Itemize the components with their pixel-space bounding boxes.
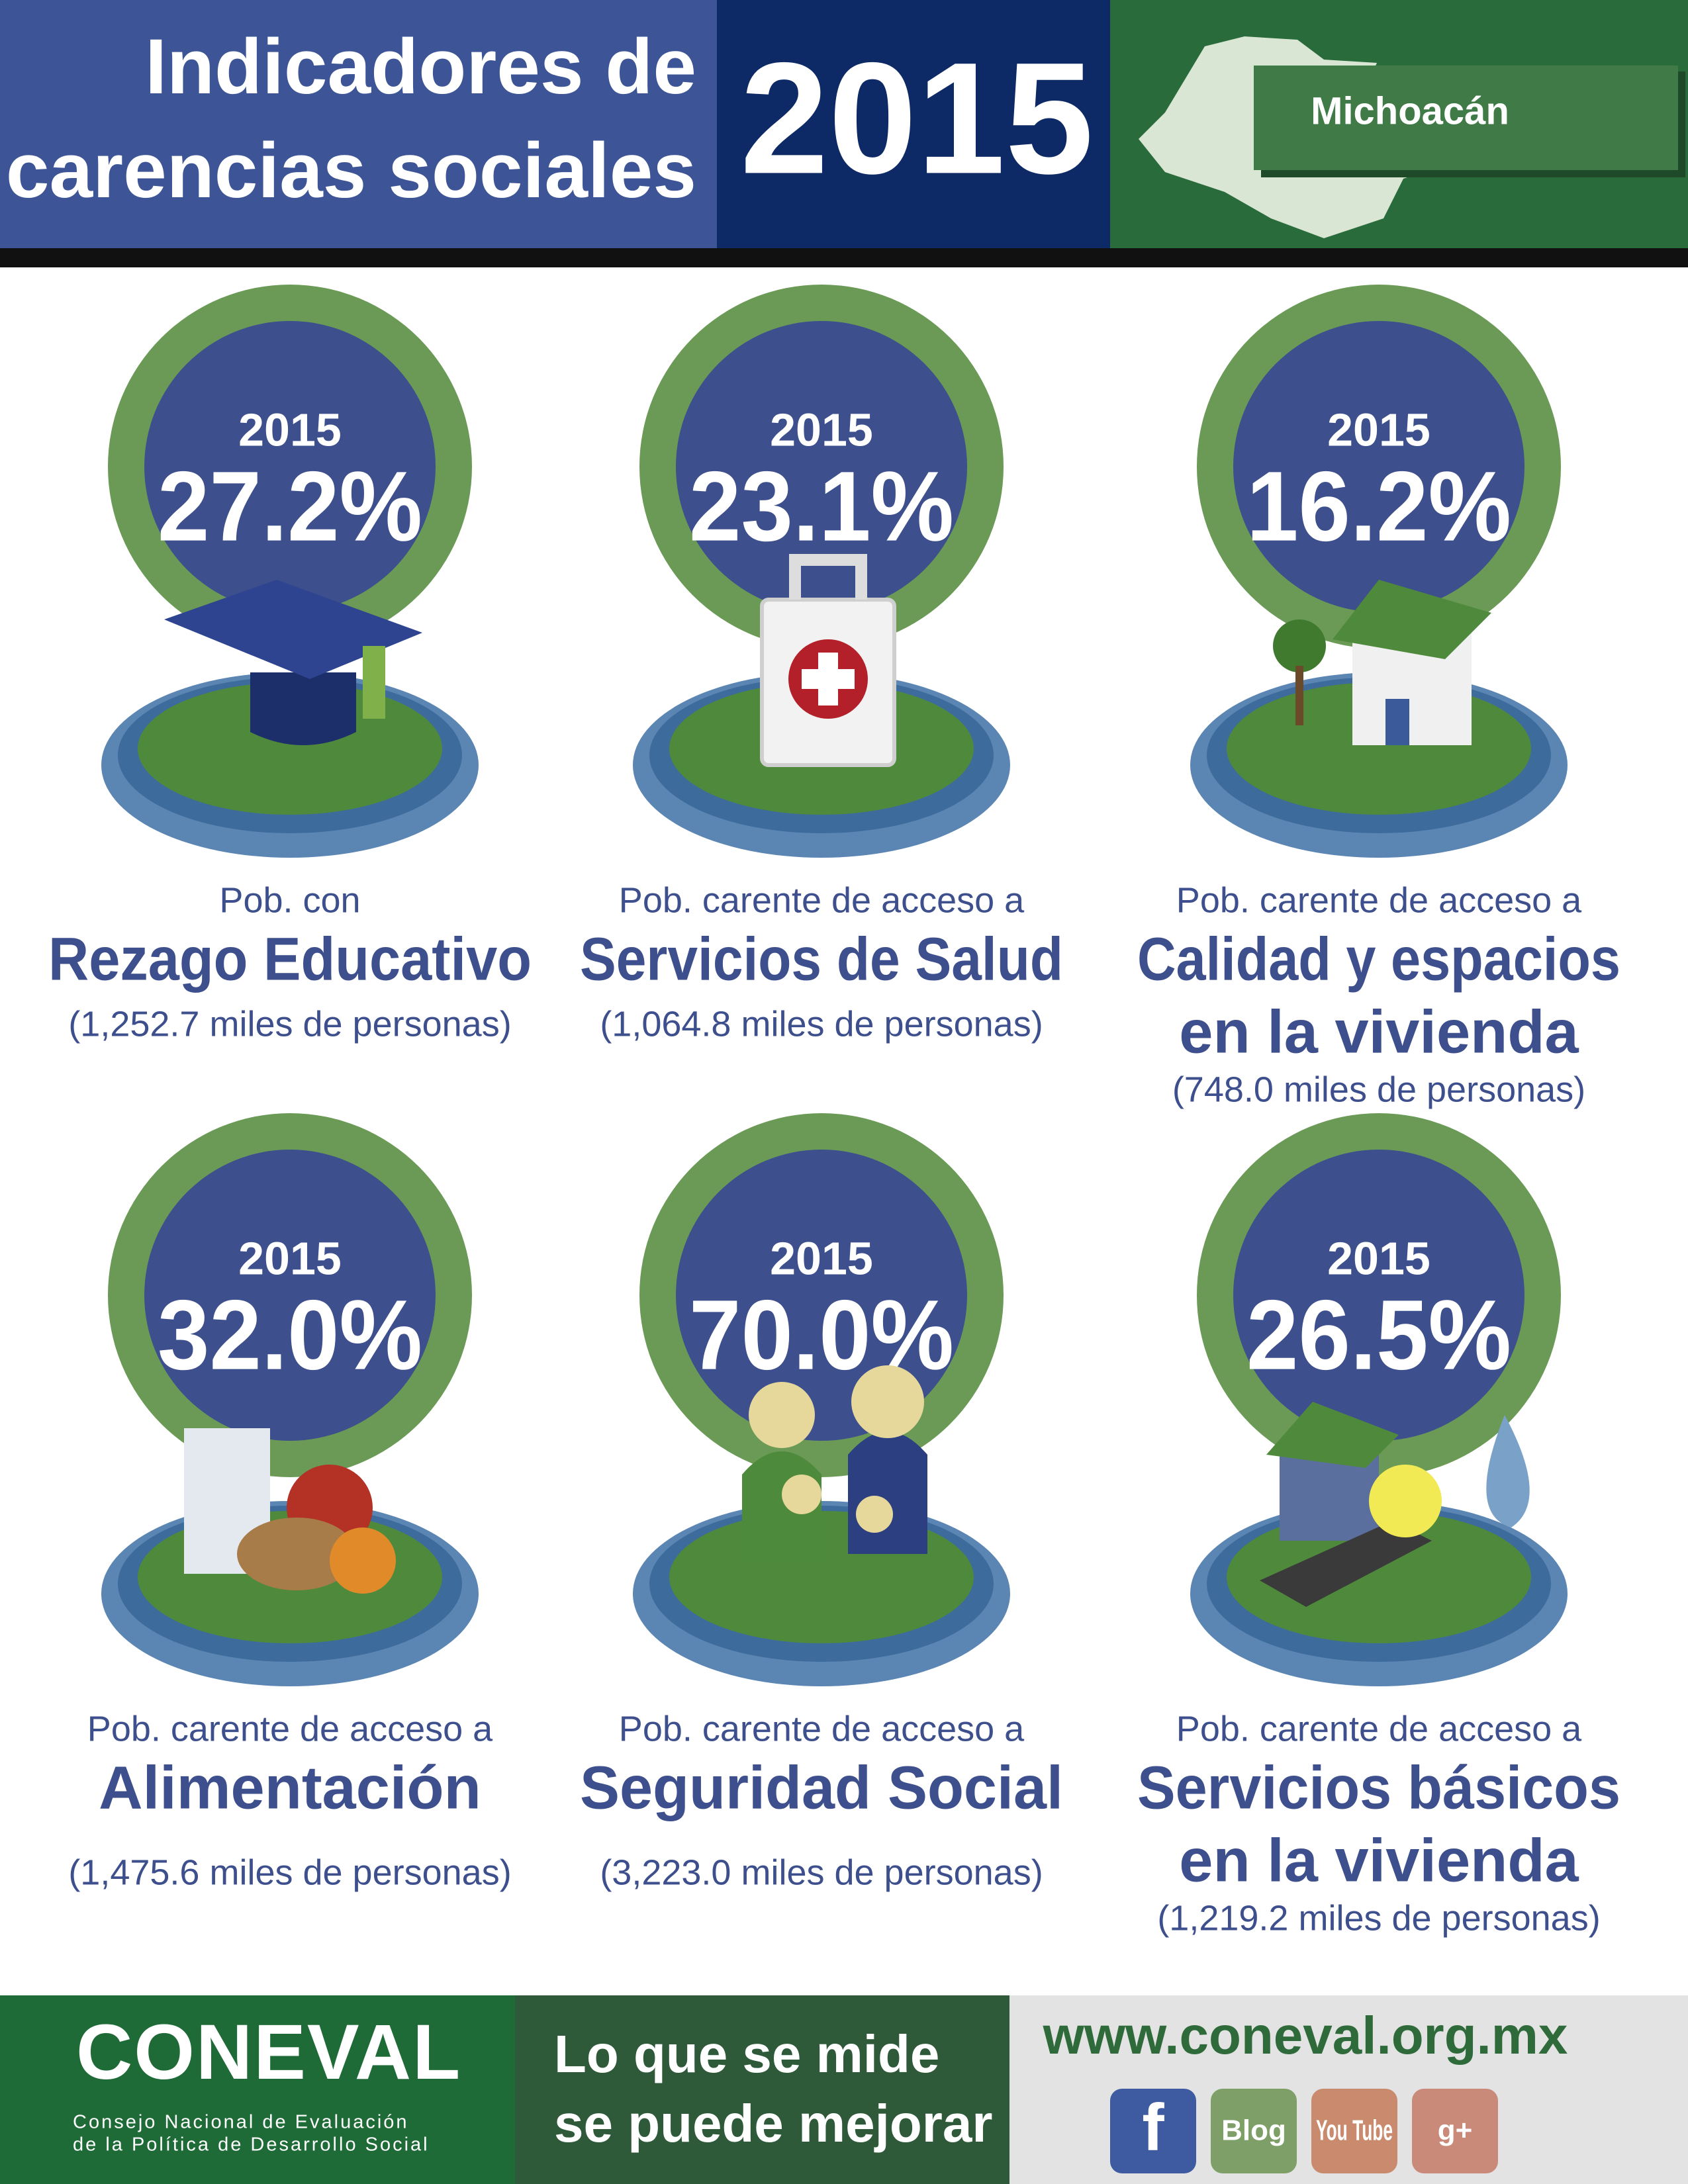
social-icon-label[interactable]: f	[1142, 2090, 1164, 2164]
icon-tree	[1273, 619, 1326, 672]
indicator-name: Alimentación	[99, 1754, 481, 1821]
indicator-prefix: Pob. carente de acceso a	[1176, 1709, 1582, 1749]
footer-logo-sub: de la Política de Desarrollo Social	[73, 2134, 430, 2156]
header-title-line: Indicadores de	[145, 23, 696, 111]
icon-roof	[1266, 1402, 1399, 1468]
disc	[144, 1150, 436, 1441]
footer-url[interactable]: www.coneval.org.mx	[1043, 2006, 1568, 2065]
social-icon-label[interactable]: g+	[1438, 2115, 1473, 2147]
icon-orange	[330, 1527, 396, 1594]
indicator-persons: (1,252.7 miles de personas)	[68, 1004, 511, 1044]
social-icon[interactable]	[1211, 2089, 1297, 2173]
indicator-percent: 70.0%	[689, 1279, 954, 1390]
indicator-year: 2015	[238, 1232, 342, 1284]
social-icon-label[interactable]: Blog	[1221, 2115, 1286, 2147]
icon-drop	[1486, 1415, 1530, 1527]
indicator-year: 2015	[770, 1232, 873, 1284]
icon-head	[782, 1475, 821, 1514]
footer-logo-sub: Consejo Nacional de Evaluación	[73, 2112, 409, 2133]
indicator-persons: (748.0 miles de personas)	[1172, 1069, 1585, 1109]
indicator-year: 2015	[1327, 404, 1430, 455]
indicator-name: Calidad y espacios	[1137, 925, 1620, 993]
social-icon[interactable]	[1311, 2089, 1397, 2173]
disc	[144, 321, 436, 612]
icon-tassel	[363, 646, 385, 719]
header-left-panel	[0, 0, 717, 248]
indicator-year: 2015	[1327, 1232, 1430, 1284]
icon-cap	[164, 580, 422, 679]
header-divider	[0, 248, 1688, 267]
icon-bulb	[1369, 1465, 1442, 1537]
icon-cap	[250, 672, 356, 745]
disc	[1233, 1150, 1524, 1441]
indicator-prefix: Pob. carente de acceso a	[619, 880, 1025, 920]
header-year: 2015	[740, 29, 1094, 206]
disc	[1233, 321, 1524, 612]
icon-bread	[237, 1518, 356, 1590]
footer-slogan: se puede mejorar	[554, 2094, 993, 2153]
footer-slogan: Lo que se mide	[554, 2025, 939, 2083]
footer-logo: CONEVAL	[76, 2009, 461, 2096]
indicator-percent: 16.2%	[1246, 451, 1511, 562]
indicator-prefix: Pob. con	[219, 880, 360, 920]
social-icon[interactable]	[1412, 2089, 1498, 2173]
indicator-percent: 32.0%	[158, 1279, 422, 1390]
header-year-panel	[717, 0, 1110, 248]
indicator-name: en la vivienda	[1179, 1827, 1579, 1894]
icon-trunk	[1295, 666, 1303, 725]
social-icons: f Blog You Tube g+	[1110, 2089, 1498, 2173]
footer-slogan-panel	[515, 1995, 1009, 2184]
icon-head	[851, 1365, 924, 1438]
indicator-year: 2015	[770, 404, 873, 455]
icon-door	[1385, 699, 1409, 745]
indicator-prefix: Pob. carente de acceso a	[1176, 880, 1582, 920]
state-label-box	[1254, 66, 1678, 170]
indicator-percent: 26.5%	[1246, 1279, 1511, 1390]
indicator-name: Servicios básicos	[1137, 1754, 1620, 1821]
footer-logo-panel	[0, 1995, 515, 2184]
icon-road	[1260, 1521, 1432, 1607]
indicator-prefix: Pob. carente de acceso a	[619, 1709, 1025, 1749]
indicator-name: Servicios de Salud	[580, 925, 1063, 993]
indicator-persons: (3,223.0 miles de personas)	[600, 1852, 1043, 1892]
disc	[676, 321, 967, 612]
indicator-prefix: Pob. carente de acceso a	[87, 1709, 493, 1749]
icon-cross	[802, 653, 855, 705]
header-title-line: carencias sociales	[6, 127, 696, 214]
icon-person	[848, 1432, 927, 1554]
icon-head	[856, 1496, 893, 1533]
social-icon[interactable]	[1110, 2089, 1196, 2173]
header-state: Michoacán	[1311, 89, 1509, 132]
indicator-persons: (1,219.2 miles de personas)	[1157, 1898, 1600, 1938]
icon-head	[749, 1382, 815, 1448]
indicator-name: Seguridad Social	[580, 1754, 1063, 1821]
social-icon-label[interactable]: You Tube	[1316, 2115, 1393, 2147]
icon-roof	[1333, 580, 1491, 659]
indicator-percent: 27.2%	[158, 451, 422, 562]
indicator-percent: 23.1%	[689, 451, 954, 562]
indicator-year: 2015	[238, 404, 342, 455]
indicator-persons: (1,064.8 miles de personas)	[600, 1004, 1043, 1044]
indicator-name: Rezago Educativo	[48, 925, 532, 993]
base-grass	[1227, 1511, 1531, 1643]
icon-bag-handle	[789, 554, 867, 600]
indicator-persons: (1,475.6 miles de personas)	[68, 1852, 511, 1892]
indicator-name: en la vivienda	[1179, 998, 1579, 1066]
